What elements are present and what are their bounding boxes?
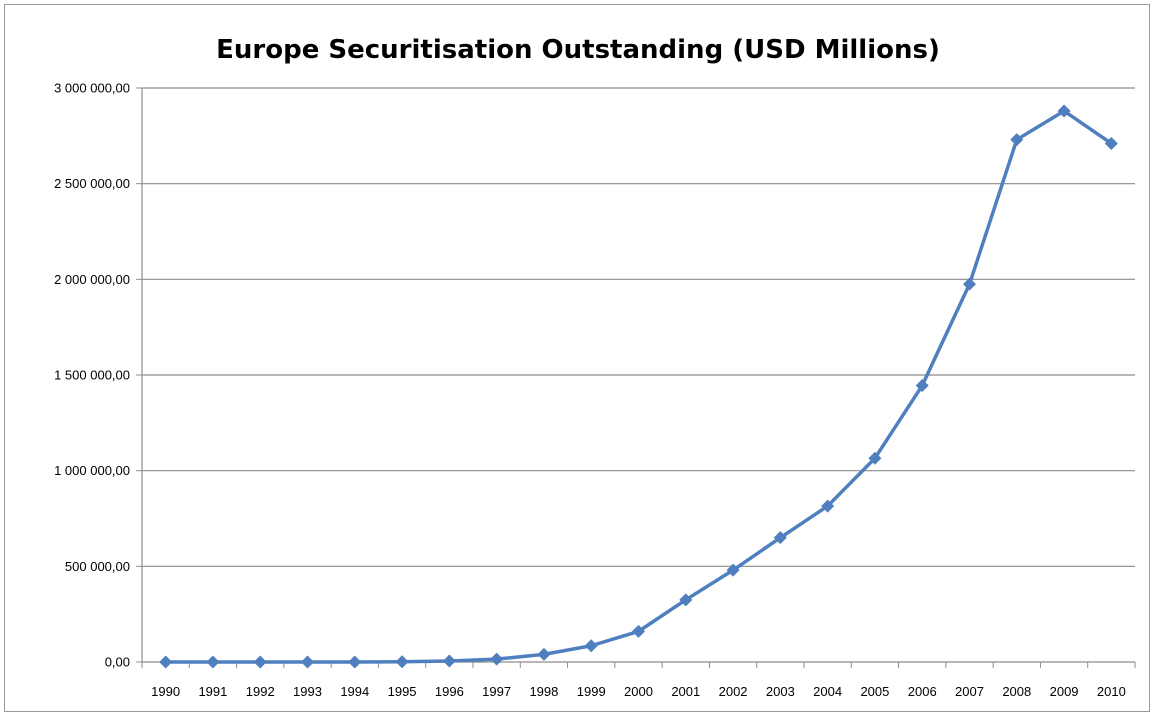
data-point-1999 xyxy=(584,639,598,653)
x-tick-label: 2000 xyxy=(624,684,653,699)
data-point-1992 xyxy=(253,655,267,669)
x-tick-label: 2007 xyxy=(955,684,984,699)
data-point-2005 xyxy=(868,451,882,465)
x-tick-label: 1994 xyxy=(340,684,369,699)
x-tick-label: 2008 xyxy=(1002,684,1031,699)
data-point-2004 xyxy=(821,499,835,513)
data-point-1991 xyxy=(206,655,220,669)
data-point-1998 xyxy=(537,647,551,661)
y-tick-label: 2 000 000,00 xyxy=(54,272,130,287)
axes xyxy=(136,87,1136,668)
y-tick-label: 500 000,00 xyxy=(65,559,130,574)
grid-lines xyxy=(142,87,1135,567)
x-tick-label: 1997 xyxy=(482,684,511,699)
y-tick-label: 1 000 000,00 xyxy=(54,463,130,478)
y-tick-labels: 0,00 500 000,00 1 000 000,00 1 500 000,00 2 … xyxy=(54,81,130,670)
x-tick-label: 2009 xyxy=(1050,684,1079,699)
series-line-layer xyxy=(163,109,1114,664)
x-tick-label: 2010 xyxy=(1097,684,1126,699)
data-point-1994 xyxy=(348,655,362,669)
y-tick-label: 1 500 000,00 xyxy=(54,368,130,383)
data-point-2008 xyxy=(1010,133,1024,147)
x-tick-label: 2002 xyxy=(719,684,748,699)
data-point-2010 xyxy=(1104,136,1118,150)
x-tick-label: 2006 xyxy=(908,684,937,699)
data-point-2003 xyxy=(773,531,787,545)
x-tick-label: 1991 xyxy=(198,684,227,699)
series-line xyxy=(163,109,1114,664)
x-tick-label: 2004 xyxy=(813,684,842,699)
x-tick-label: 1990 xyxy=(151,684,180,699)
data-point-1995 xyxy=(395,655,409,669)
x-tick-label: 1993 xyxy=(293,684,322,699)
x-tick-label: 1999 xyxy=(577,684,606,699)
x-tick-label: 1998 xyxy=(529,684,558,699)
data-point-2009 xyxy=(1057,104,1071,118)
data-point-1996 xyxy=(442,654,456,668)
y-tick-label: 2 500 000,00 xyxy=(54,176,130,191)
data-point-2007 xyxy=(963,277,976,291)
data-points xyxy=(159,104,1118,669)
data-point-1990 xyxy=(159,655,173,669)
x-tick-label: 1992 xyxy=(246,684,275,699)
data-point-2000 xyxy=(632,624,645,638)
data-point-2006 xyxy=(915,379,929,393)
x-tick-label: 2003 xyxy=(766,684,795,699)
data-point-2002 xyxy=(726,563,740,577)
x-tick-label: 2005 xyxy=(860,684,889,699)
x-tick-label: 1996 xyxy=(435,684,464,699)
chart-frame xyxy=(4,4,1150,712)
x-tick-labels: 1990 1991 1992 1993 1994 1995 1996 1997 1998 1999… xyxy=(151,684,1126,699)
chart-title: Europe Securitisation Outstanding (USD M… xyxy=(216,35,940,65)
x-tick-label: 2001 xyxy=(671,684,700,699)
y-tick-label: 0,00 xyxy=(105,655,130,670)
data-point-2001 xyxy=(679,593,693,607)
data-point-1997 xyxy=(490,652,504,666)
x-tick-label: 1995 xyxy=(388,684,417,699)
y-tick-label: 3 000 000,00 xyxy=(54,81,130,96)
data-point-1993 xyxy=(301,655,314,669)
